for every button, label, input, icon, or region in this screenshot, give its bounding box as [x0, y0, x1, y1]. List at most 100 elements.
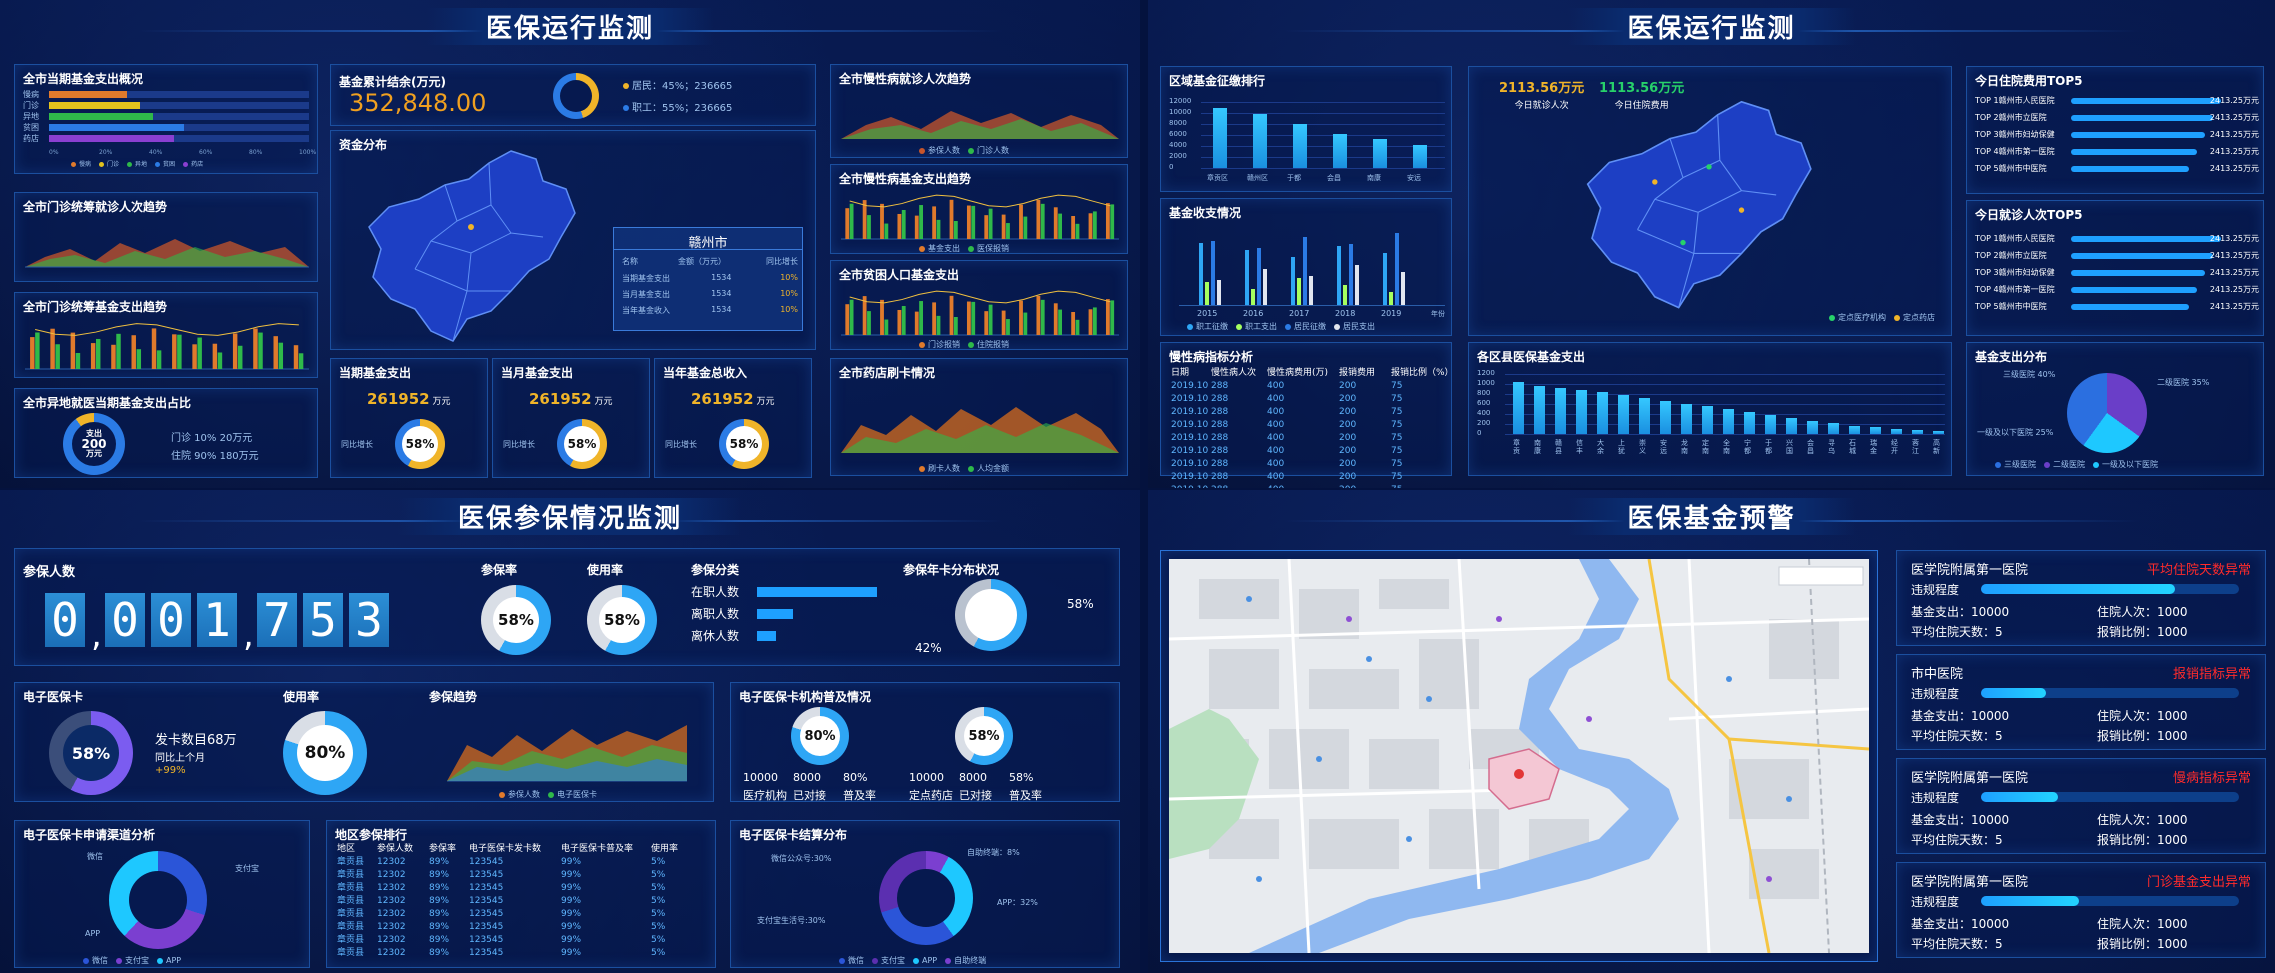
annual-card-title: 参保年卡分布状况: [903, 563, 1000, 577]
bar: [1702, 406, 1713, 434]
top-item[interactable]: TOP 4赣州市第一医院 2413.25万元: [1975, 285, 2259, 294]
reimburse-ratio: 报销比例：1000: [2097, 833, 2188, 847]
table-row: 章贡县 12302 89% 123545 99% 5%: [337, 935, 666, 945]
x-tick: 于都: [1287, 174, 1301, 182]
dashboard-insurance-monitor: 医保参保情况监测 参保人数 参保率 58% 使用率 58% 参保分类 参保年卡分…: [0, 490, 1140, 973]
grid-line: [1201, 146, 1445, 147]
axis-tick: 20%: [99, 149, 113, 156]
panel-title: 慢性病指标分析: [1169, 350, 1254, 364]
page-title: 医保运行监测: [1567, 8, 1856, 45]
city-street-map[interactable]: [1169, 559, 1869, 953]
card-title: 当期基金支出: [339, 366, 412, 380]
settle-label-2: 自助终端：8%: [967, 848, 1020, 857]
income-expense-chart: 2015 2016 2017 2018 2019 年份 职工征缴 职工支出 居民征缴 居民支出: [1179, 229, 1445, 331]
top-visits-panel: 今日就诊人次TOP5 TOP 1赣州市人民医院 2413.25万元 TOP 2赣州市…: [1966, 200, 2264, 336]
alert-card[interactable]: 医学院附属第一医院 慢病指标异常 违规程度 基金支出：10000 住院人次：1000 平均…: [1896, 758, 2266, 854]
bar: [1395, 233, 1399, 305]
region-rank-panel: 地区参保排行 地区 参保人数 参保率 电子医保卡发卡数 电子医保卡普及率 使用率 章贡县 12…: [326, 820, 716, 968]
annual-card-donut: [955, 579, 1027, 651]
card-title: 当年基金总收入: [663, 366, 748, 380]
card-yoy: 同比增长: [503, 440, 535, 449]
reimburse-ratio: 报销比例：1000: [2097, 937, 2188, 951]
alert-card[interactable]: 市中医院 报销指标异常 违规程度 基金支出：10000 住院人次：1000 平均住院天数：…: [1896, 654, 2266, 750]
panel-title: 全市慢性病基金支出趋势: [839, 172, 972, 186]
panel-title: 全市门诊统筹基金支出趋势: [23, 300, 168, 314]
top-item[interactable]: TOP 5赣州市中医院 2413.25万元: [1975, 302, 2259, 311]
coverage-label: 定点药店: [909, 789, 953, 802]
table-header: 日期 慢性病人次 慢性病费用(万) 报销费用 报销比例（%）: [1171, 368, 1454, 378]
y-tick: 0: [1477, 429, 1482, 437]
top-item[interactable]: TOP 3赣州市妇幼保健 2413.25万元: [1975, 130, 2259, 139]
fund-expense: 基金支出：10000: [1911, 709, 2010, 723]
bar-label: 药店: [23, 134, 39, 143]
map-panel[interactable]: [1160, 550, 1878, 962]
top-item[interactable]: TOP 1赣州市人民医院 2413.25万元: [1975, 234, 2259, 243]
trend-legend: 参保人数 电子医保卡: [491, 789, 597, 800]
bar: [1933, 431, 1944, 434]
baseline: [1179, 305, 1445, 306]
x-tick: 章贡区: [1207, 174, 1228, 182]
outpatient-visits-panel: 全市门诊统筹就诊人次趋势: [14, 192, 318, 282]
bar: [1213, 107, 1227, 168]
x-tick: 南康: [1534, 439, 1541, 455]
alert-card[interactable]: 医学院附属第一医院 平均住院天数异常 违规程度 基金支出：10000 住院人次：1000…: [1896, 550, 2266, 646]
fund-card: 当年基金总收入 261952 万元 同比增长 58%: [654, 358, 812, 478]
bar: [1343, 285, 1347, 305]
channel-legend: 微信 支付宝 APP: [75, 955, 181, 966]
settle-label-3: APP：32%: [997, 898, 1038, 907]
digit-separator: ,: [243, 615, 254, 655]
panel-title: 全市门诊统筹就诊人次趋势: [23, 200, 168, 214]
x-tick: 南康: [1367, 174, 1381, 182]
coverage-number: 8000: [793, 771, 821, 784]
violation-label: 违规程度: [1911, 687, 1960, 701]
top-item[interactable]: TOP 4赣州市第一医院 2413.25万元: [1975, 147, 2259, 156]
digit: 0: [45, 593, 85, 647]
coverage-number: 80%: [843, 771, 868, 784]
top-item[interactable]: TOP 2赣州市立医院 2413.25万元: [1975, 251, 2259, 260]
dashboard-runtime-monitor-2: 医保运行监测 区域基金征缴排行 12000 10000 8000 6000 4000 20…: [1148, 0, 2275, 488]
area-series-2: [25, 247, 309, 267]
violation-fill: [1981, 688, 2046, 698]
fund-balance-panel: 基金累计结余(万元) 352,848.00 居民：45%；236665 职工：5…: [330, 64, 816, 126]
panel-title: 今日就诊人次TOP5: [1975, 208, 2083, 222]
x-tick: 上犹: [1618, 439, 1625, 455]
y-tick: 400: [1477, 409, 1491, 417]
grid-line: [1505, 434, 1945, 435]
stat-fee: 1113.56万元 今日住院费用: [1599, 81, 1685, 111]
expense-overview-panel: 全市当期基金支出概况 慢病 门诊 异地 贫困 药店 0% 20% 40% 60% 80% 100% 慢…: [14, 64, 318, 174]
annual-card-b: 42%: [915, 641, 942, 655]
axis-tick: 60%: [199, 149, 213, 156]
channels-donut: [109, 851, 207, 949]
bar: [1297, 278, 1301, 305]
alert-type: 门诊基金支出异常: [2146, 875, 2251, 890]
x-tick: 信丰: [1576, 439, 1583, 455]
page-title: 医保基金预警: [1567, 498, 1856, 535]
region-rank-table: 地区 参保人数 参保率 电子医保卡发卡数 电子医保卡普及率 使用率 章贡县 12302 89% 1…: [337, 843, 711, 960]
x-tick: 安远: [1660, 439, 1667, 455]
top-bar: [2071, 287, 2197, 293]
top-item[interactable]: TOP 2赣州市立医院 2413.25万元: [1975, 113, 2259, 122]
top-item[interactable]: TOP 3赣州市妇幼保健 2413.25万元: [1975, 268, 2259, 277]
chart-legend: 刷卡人数 人均金额: [911, 463, 1009, 474]
violation-track: [1981, 688, 2239, 698]
y-tick: 12000: [1169, 97, 1192, 105]
pharmacy-chart: [841, 407, 1119, 453]
insured-rate-donut: 58%: [481, 585, 551, 655]
top-bar: [2071, 270, 2205, 276]
top-item[interactable]: TOP 1赣州市人民医院 2413.25万元: [1975, 96, 2259, 105]
dashboard-fund-warning: 医保基金预警 医学院附属第一医院 平均: [1148, 490, 2275, 973]
expense-dist-panel: 基金支出分布 三级医院 40% 二级医院 35% 一级及以下医院 25% 三级医…: [1966, 342, 2264, 476]
map-legend: 定点医疗机构 定点药店: [1821, 312, 1935, 323]
balance-donut: [553, 73, 599, 119]
ecard-line1: 发卡数目68万: [155, 733, 237, 748]
top-item[interactable]: TOP 5赣州市中医院 2413.25万元: [1975, 164, 2259, 173]
bar: [1263, 269, 1267, 305]
bar: [1199, 243, 1203, 305]
alert-card[interactable]: 医学院附属第一医院 门诊基金支出异常 违规程度 基金支出：10000 住院人次：1000…: [1896, 862, 2266, 958]
ganzhou-map: [1586, 100, 1812, 309]
x-tick: 赣州区: [1247, 174, 1268, 182]
y-tick: 600: [1477, 399, 1491, 407]
top-bar: [2071, 98, 2221, 104]
card-value: 261952 万元: [529, 390, 613, 408]
